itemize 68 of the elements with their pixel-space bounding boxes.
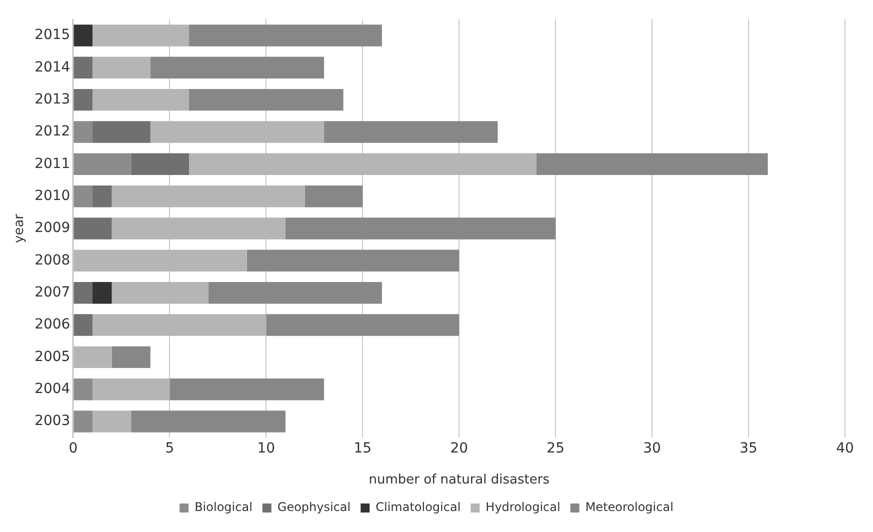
y-axis-title: year	[12, 213, 28, 244]
bar	[74, 121, 93, 143]
bar	[74, 88, 93, 111]
y-tick-label: 2013	[34, 91, 70, 108]
bar	[324, 121, 498, 143]
y-tick-label: 2005	[34, 348, 70, 365]
x-axis-title: number of natural disasters	[368, 472, 550, 488]
bar	[112, 282, 208, 304]
bar	[92, 88, 189, 111]
y-tick-label: 2011	[34, 156, 70, 172]
bar	[131, 410, 286, 432]
x-tick-label: 20	[450, 440, 468, 457]
y-tick-label: 2008	[34, 252, 70, 268]
bar	[208, 282, 382, 304]
y-tick-label: 2010	[34, 188, 70, 204]
bar	[112, 218, 286, 240]
y-tick-label: 2006	[34, 316, 70, 333]
x-tick-label: 10	[257, 440, 276, 457]
bar	[92, 378, 170, 400]
bar	[266, 314, 460, 336]
bar	[74, 185, 93, 208]
legend-label: Geophysical	[277, 500, 351, 514]
bar	[74, 24, 93, 46]
bar	[536, 153, 768, 176]
x-tick-label: 15	[354, 440, 372, 457]
bar	[112, 346, 150, 368]
bar	[188, 88, 344, 111]
bar	[92, 185, 112, 208]
y-tick-label: 2007	[34, 284, 70, 300]
y-tick-label: 2004	[34, 380, 70, 397]
bar	[92, 24, 189, 46]
bar	[74, 282, 93, 304]
bar	[74, 378, 93, 400]
bar	[131, 153, 189, 176]
x-tick-label: 30	[643, 440, 661, 457]
bar	[92, 56, 150, 79]
bar	[74, 314, 93, 336]
legend-label: Hydrological	[486, 500, 560, 514]
legend-label: Meteorological	[585, 500, 674, 514]
bar	[188, 153, 536, 176]
bar	[150, 121, 324, 143]
x-tick-label: 35	[740, 440, 758, 457]
legend-label: Climatological	[376, 500, 461, 514]
bar	[92, 282, 112, 304]
bar	[170, 378, 324, 400]
x-tick-label: 25	[546, 440, 564, 457]
bar	[246, 250, 460, 272]
y-tick-label: 2009	[34, 220, 70, 236]
x-tick-label: 5	[165, 440, 174, 457]
x-tick-label: 40	[836, 440, 854, 457]
y-tick-label: 2014	[34, 59, 70, 76]
y-tick-label: 2015	[34, 27, 70, 44]
legend-label: Biological	[194, 500, 252, 514]
y-tick-label: 2003	[34, 413, 70, 430]
bar	[150, 56, 324, 79]
bar	[188, 24, 382, 46]
bar	[74, 153, 132, 176]
bar	[112, 185, 305, 208]
bar	[74, 410, 93, 432]
bar	[92, 121, 150, 143]
bar	[92, 410, 132, 432]
bar	[74, 56, 93, 79]
bar	[74, 218, 112, 240]
x-tick-label: 0	[68, 440, 78, 457]
bar	[285, 218, 556, 240]
bar	[92, 314, 266, 336]
y-tick-label: 2012	[34, 124, 70, 140]
bar	[304, 185, 363, 208]
